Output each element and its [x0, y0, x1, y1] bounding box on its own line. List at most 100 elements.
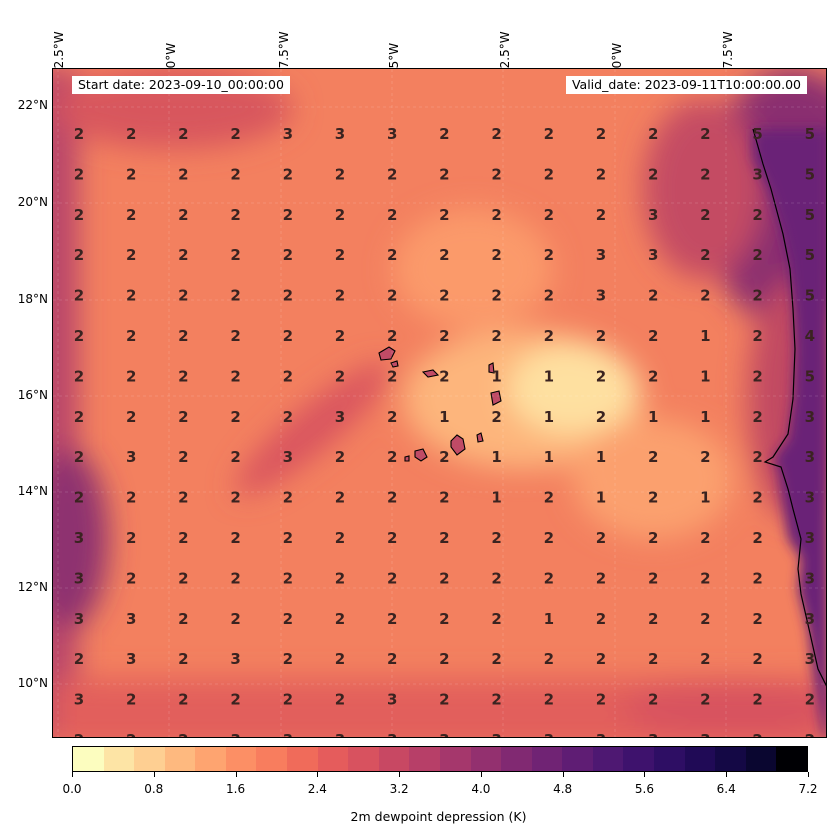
dewpoint-value: 2	[283, 246, 293, 264]
dewpoint-value: 5	[805, 125, 815, 143]
dewpoint-value: 2	[126, 529, 136, 547]
dewpoint-value: 2	[752, 408, 762, 426]
colorbar-segment	[409, 747, 440, 771]
dewpoint-value: 3	[126, 610, 136, 628]
graticule	[53, 69, 826, 737]
dewpoint-value: 2	[648, 650, 658, 668]
dewpoint-value: 2	[752, 327, 762, 345]
colorbar-tick-mark	[644, 772, 646, 777]
dewpoint-value: 5	[752, 125, 762, 143]
map-panel: 2 2 2 2 3 3 3 2 2 2 2 2 2 5 5 2 2 2 2 2 2 2 2 2 2 2 2 2 3 5 2 2 2 2 2 2 2 2 2 2…	[52, 68, 827, 738]
colorbar-tick-mark	[480, 772, 482, 777]
dewpoint-value: 2	[439, 287, 449, 305]
dewpoint-values: 2 2 2 2 3 3 3 2 2 2 2 2 2 5 5 2 2 2 2 2 2 2 2 2 2 2 2 2 3 5 2 2 2 2 2 2 2 2 2 2…	[74, 125, 815, 738]
dewpoint-value: 5	[805, 287, 815, 305]
dewpoint-value: 2	[491, 206, 501, 224]
dewpoint-value: 2	[178, 569, 188, 587]
dewpoint-value: 2	[230, 448, 240, 466]
dewpoint-value: 2	[335, 287, 345, 305]
dewpoint-value: 2	[700, 691, 710, 709]
dewpoint-value: 2	[74, 650, 84, 668]
dewpoint-value: 2	[491, 165, 501, 183]
dewpoint-value: 2	[387, 610, 397, 628]
dewpoint-value: 2	[126, 408, 136, 426]
dewpoint-value: 2	[178, 610, 188, 628]
dewpoint-value: 2	[596, 529, 606, 547]
dewpoint-value: 2	[387, 327, 397, 345]
dewpoint-value: 2	[178, 408, 188, 426]
colorbar-segment	[103, 747, 135, 771]
dewpoint-value: 2	[491, 610, 501, 628]
dewpoint-value: 3	[596, 246, 606, 264]
dewpoint-value: 2	[439, 165, 449, 183]
dewpoint-value: 2	[439, 125, 449, 143]
dewpoint-value: 1	[544, 448, 554, 466]
dewpoint-value: 2	[230, 327, 240, 345]
dewpoint-value: 2	[74, 206, 84, 224]
colorbar-segment	[317, 747, 349, 771]
dewpoint-value: 3	[596, 287, 606, 305]
colorbar-segment	[256, 747, 288, 771]
dewpoint-value: 2	[126, 569, 136, 587]
dewpoint-value: 2	[752, 529, 762, 547]
dewpoint-value: 2	[700, 448, 710, 466]
dewpoint-value: 2	[126, 165, 136, 183]
colorbar-segment	[164, 747, 196, 771]
dewpoint-value: 3	[805, 650, 815, 668]
dewpoint-value: 2	[439, 610, 449, 628]
dewpoint-value: 1	[596, 448, 606, 466]
colorbar-tick-mark	[153, 772, 155, 777]
dewpoint-value: 2	[387, 165, 397, 183]
dewpoint-value: 2	[596, 367, 606, 385]
valid-date-label: Valid_date: 2023-09-11T10:00:00.00	[565, 76, 807, 94]
dewpoint-value: 2	[178, 367, 188, 385]
colorbar-tick-label: 4.8	[553, 782, 573, 796]
dewpoint-value: 2	[439, 489, 449, 507]
dewpoint-value: 2	[335, 569, 345, 587]
dewpoint-value: 2	[335, 327, 345, 345]
dewpoint-value: 5	[805, 246, 815, 264]
dewpoint-value: 3	[596, 731, 606, 738]
dewpoint-value: 2	[700, 569, 710, 587]
dewpoint-value: 2	[648, 610, 658, 628]
dewpoint-value: 1	[491, 367, 501, 385]
dewpoint-value: 2	[700, 165, 710, 183]
dewpoint-value: 1	[491, 448, 501, 466]
dewpoint-value: 2	[544, 246, 554, 264]
dewpoint-value: 2	[126, 206, 136, 224]
dewpoint-value: 2	[752, 650, 762, 668]
dewpoint-value: 2	[283, 610, 293, 628]
colorbar-segment	[348, 747, 379, 771]
colorbar-tick-mark	[235, 772, 237, 777]
dewpoint-value: 1	[439, 408, 449, 426]
dewpoint-value: 2	[752, 448, 762, 466]
dewpoint-value: 2	[178, 489, 188, 507]
lat-label-16n: 16°N	[17, 388, 48, 402]
dewpoint-value: 2	[491, 125, 501, 143]
dewpoint-value: 2	[439, 691, 449, 709]
coastline	[752, 128, 826, 687]
dewpoint-value: 3	[74, 569, 84, 587]
dewpoint-value: 2	[230, 125, 240, 143]
dewpoint-value: 2	[230, 165, 240, 183]
dewpoint-value: 2	[700, 125, 710, 143]
dewpoint-value: 3	[283, 448, 293, 466]
dewpoint-value: 2	[491, 408, 501, 426]
colorbar-segment	[684, 747, 716, 771]
dewpoint-value: 2	[596, 327, 606, 345]
colorbar-segment	[378, 747, 410, 771]
dewpoint-value: 2	[439, 206, 449, 224]
colorbar-tick-label: 2.4	[307, 782, 327, 796]
colorbar-tick-mark	[808, 772, 809, 777]
dewpoint-value: 2	[178, 529, 188, 547]
dewpoint-value: 1	[544, 367, 554, 385]
dewpoint-value: 2	[178, 206, 188, 224]
dewpoint-value: 3	[387, 731, 397, 738]
dewpoint-value: 2	[752, 367, 762, 385]
dewpoint-value: 2	[805, 731, 815, 738]
dewpoint-value: 2	[439, 529, 449, 547]
dewpoint-value: 5	[805, 367, 815, 385]
dewpoint-value: 3	[752, 165, 762, 183]
dewpoint-value: 3	[805, 529, 815, 547]
dewpoint-value: 2	[230, 489, 240, 507]
